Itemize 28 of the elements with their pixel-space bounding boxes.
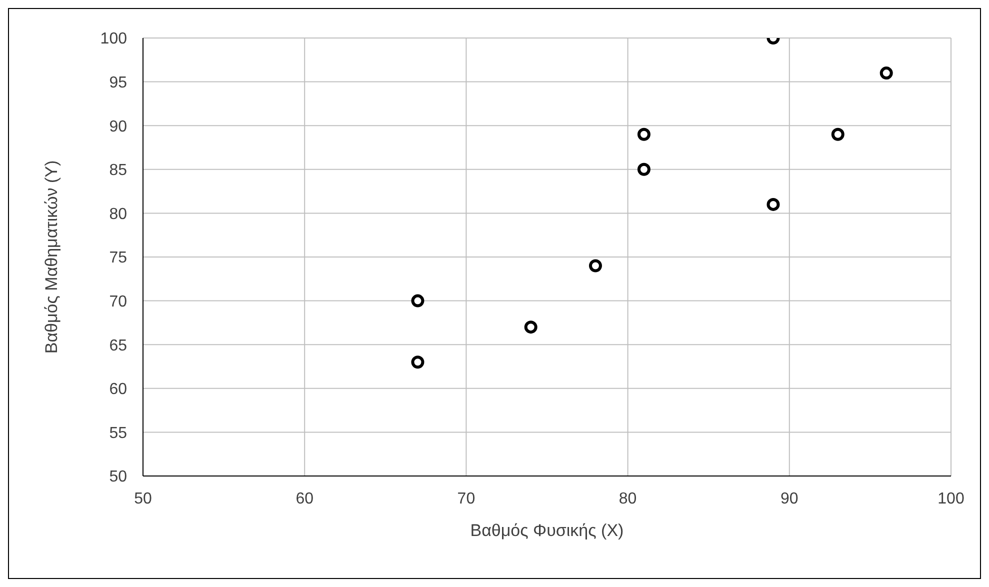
x-tick-label: 100 [938, 490, 964, 508]
y-axis-title: Βαθμός Μαθηματικών (Y) [42, 160, 62, 354]
y-tick-label: 70 [109, 293, 128, 310]
y-tick-label: 85 [109, 162, 128, 180]
point [411, 294, 424, 308]
y-tick-label: 75 [109, 250, 128, 267]
x-axis-title: Βαθμός Φυσικής (X) [470, 521, 624, 540]
point [524, 320, 538, 334]
x-tick-label: 90 [780, 490, 798, 508]
x-tick-label: 60 [296, 490, 314, 508]
x-tick-label: 80 [618, 490, 637, 508]
y-tick-label: 50 [109, 468, 128, 486]
y-tick-label: 65 [109, 337, 128, 354]
y-tick-label: 100 [100, 30, 128, 48]
point [831, 128, 844, 141]
y-tick-label: 55 [109, 424, 128, 442]
y-tick-label: 80 [109, 206, 128, 223]
x-tick-label: 70 [457, 490, 476, 508]
y-tick-label: 90 [109, 118, 128, 136]
point [411, 356, 424, 369]
x-tick-label: 50 [134, 490, 152, 508]
y-tick-label: 95 [109, 74, 128, 92]
y-tick-label: 60 [109, 381, 128, 398]
point [588, 259, 602, 272]
point [637, 128, 650, 141]
point [637, 162, 650, 176]
point [766, 198, 780, 211]
point [880, 66, 893, 80]
